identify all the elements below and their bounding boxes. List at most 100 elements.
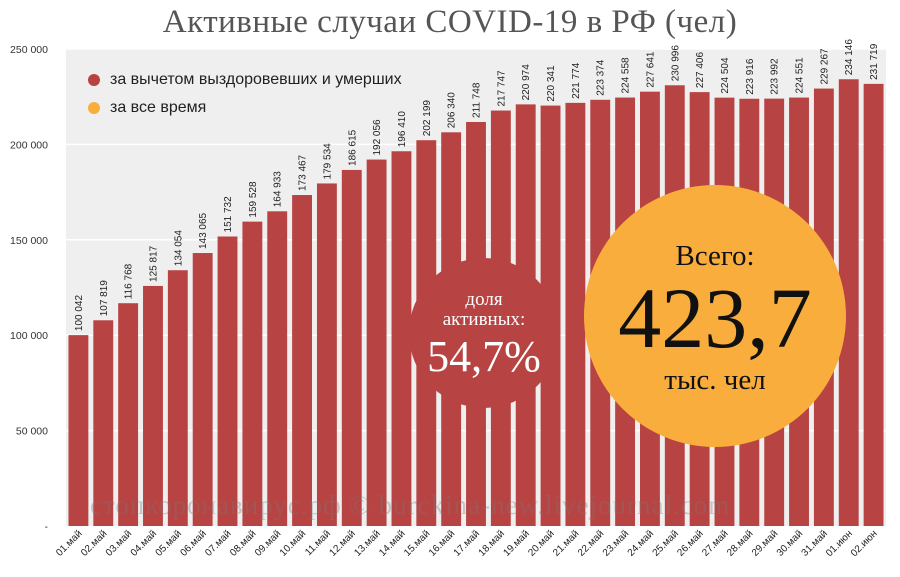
y-tick-label: 150 000 — [10, 235, 48, 247]
watermark: стопкоронавирус.рф © burckina-new.livejo… — [90, 490, 731, 520]
x-tick-label: 10.май — [278, 528, 308, 558]
data-label: 224 551 — [795, 57, 806, 94]
data-label: 229 267 — [819, 48, 830, 85]
bar — [366, 159, 387, 526]
x-tick-label: 13.май — [352, 528, 382, 558]
total-cases-badge: Всего: 423,7 тыс. чел — [584, 185, 846, 447]
data-label: 220 341 — [546, 65, 557, 102]
data-label: 224 504 — [720, 57, 731, 94]
x-tick-label: 02.июн — [849, 528, 880, 559]
x-tick-label: 14.май — [377, 528, 407, 558]
x-tick-label: 28.май — [725, 528, 755, 558]
y-tick-label: 100 000 — [10, 330, 48, 342]
data-label: 220 974 — [521, 64, 532, 101]
legend-item-total: за все время — [88, 94, 402, 122]
active-share-badge: доля активных: 54,7% — [409, 258, 559, 408]
x-tick-label: 27.май — [700, 528, 730, 558]
x-tick-label: 03.май — [104, 528, 134, 558]
x-tick-label: 17.май — [452, 528, 482, 558]
chart-title: Активные случаи COVID-19 в РФ (чел) — [162, 4, 738, 40]
legend-label-total: за все время — [110, 99, 207, 116]
bar — [316, 183, 337, 526]
data-label: 186 615 — [347, 129, 358, 166]
bar — [391, 151, 412, 526]
data-label: 143 065 — [198, 212, 209, 249]
x-tick-label: 16.май — [427, 528, 457, 558]
share-value: 54,7% — [427, 332, 541, 381]
x-tick-label: 21.май — [551, 528, 581, 558]
data-label: 223 374 — [596, 59, 607, 96]
x-tick-label: 12.май — [328, 528, 358, 558]
bar — [292, 195, 312, 526]
x-tick-label: 11.май — [303, 528, 333, 558]
bar — [118, 303, 139, 526]
x-tick-label: 04.май — [129, 528, 159, 558]
bar — [838, 79, 859, 526]
total-unit: тыс. чел — [664, 364, 766, 396]
x-tick-label: 31.май — [800, 528, 830, 558]
bar — [267, 211, 288, 526]
y-tick-label: 50 000 — [16, 426, 48, 438]
legend: за вычетом выздоровевших и умерших за вс… — [88, 66, 402, 122]
data-label: 202 199 — [422, 100, 433, 137]
x-tick-label: 25.май — [651, 528, 681, 558]
data-label: 173 467 — [298, 154, 309, 191]
share-label-line2: активных: — [442, 309, 526, 330]
data-label: 164 933 — [273, 171, 284, 208]
total-label: Всего: — [675, 240, 755, 272]
data-label: 234 146 — [844, 39, 855, 76]
data-label: 159 528 — [248, 181, 259, 218]
bar — [143, 285, 163, 526]
bar — [93, 320, 114, 526]
x-tick-label: 05.май — [154, 528, 184, 558]
data-label: 221 774 — [571, 62, 582, 99]
bar — [341, 169, 362, 526]
data-label: 227 641 — [645, 51, 656, 88]
bar — [242, 221, 263, 526]
legend-dot-red-icon — [88, 74, 100, 86]
data-label: 211 748 — [472, 82, 483, 118]
data-label: 100 042 — [74, 295, 85, 332]
bar — [192, 253, 213, 526]
data-label: 227 406 — [695, 52, 706, 89]
x-tick-label: 01.май — [54, 528, 84, 558]
bar — [863, 83, 884, 526]
x-tick-label: 23.май — [601, 528, 631, 558]
x-tick-label: 18.май — [477, 528, 507, 558]
x-tick-label: 30.май — [775, 528, 805, 558]
x-tick-label: 15.май — [402, 528, 432, 558]
data-label: 192 056 — [372, 119, 383, 156]
data-label: 224 558 — [621, 57, 632, 94]
x-tick-label: 09.май — [253, 528, 283, 558]
x-tick-label: 22.май — [576, 528, 606, 558]
x-tick-label: 26.май — [675, 528, 705, 558]
data-label: 134 054 — [173, 230, 184, 267]
legend-dot-orange-icon — [88, 102, 100, 114]
data-label: 206 340 — [447, 92, 458, 129]
bar — [167, 270, 188, 526]
data-label: 230 996 — [670, 45, 681, 82]
x-tick-label: 07.май — [203, 528, 233, 558]
x-tick-label: 06.май — [178, 528, 208, 558]
x-tick-label: 20.май — [526, 528, 556, 558]
data-label: 231 719 — [869, 43, 880, 80]
legend-item-active: за вычетом выздоровевших и умерших — [88, 66, 402, 94]
y-tick-label: 250 000 — [10, 44, 48, 56]
data-label: 151 732 — [223, 196, 234, 233]
data-label: 116 768 — [124, 263, 135, 299]
data-label: 217 747 — [496, 70, 507, 107]
share-label-line1: доля — [465, 289, 503, 310]
y-tick-label: 200 000 — [10, 139, 48, 151]
data-label: 223 916 — [745, 58, 756, 95]
legend-label-active: за вычетом выздоровевших и умерших — [110, 71, 402, 88]
x-tick-label: 01.июн — [824, 528, 855, 559]
data-label: 223 992 — [770, 58, 781, 95]
total-value: 423,7 — [618, 270, 812, 366]
data-label: 196 410 — [397, 111, 408, 148]
data-label: 125 817 — [148, 245, 159, 282]
x-tick-label: 29.май — [750, 528, 780, 558]
x-tick-label: 24.май — [626, 528, 656, 558]
x-tick-label: 08.май — [228, 528, 258, 558]
x-tick-label: 19.май — [501, 528, 531, 558]
data-label: 107 819 — [99, 280, 110, 317]
